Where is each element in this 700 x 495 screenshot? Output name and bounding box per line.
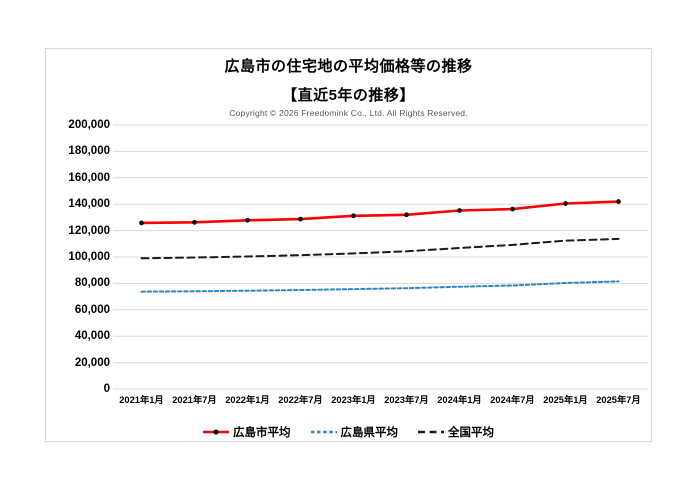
legend-item-hiroshima-pref: 広島県平均 (310, 424, 399, 440)
legend: 広島市平均 広島県平均 全国平均 (45, 423, 652, 441)
data-point-marker (616, 199, 621, 204)
data-point-marker (245, 217, 250, 223)
y-axis-tick-label: 40,000 (74, 330, 110, 343)
x-axis-tick-label: 2024年7月 (490, 395, 535, 405)
data-point-marker (351, 213, 356, 219)
chart-copyright: Copyright © 2026 Freedomink Co., Ltd. Al… (229, 108, 468, 118)
y-axis-tick-label: 60,000 (74, 303, 110, 316)
x-axis-tick-label: 2024年1月 (437, 395, 482, 405)
y-axis-tick-label: 80,000 (74, 277, 110, 290)
legend-label-national: 全国平均 (448, 427, 494, 439)
legend-marker (213, 429, 219, 435)
chart-frame (45, 48, 652, 442)
series-path (140, 200, 620, 225)
x-axis-tick-label: 2022年1月 (225, 395, 270, 405)
legend-line-sample-hiroshima-pref (310, 430, 337, 434)
legend-item-hiroshima-city: 広島市平均 (203, 424, 291, 440)
chart-title: 広島市の住宅地の平均価格等の推移 (224, 58, 473, 75)
series-hiroshima-city-average-line (140, 237, 620, 260)
series-national-average-line (139, 199, 621, 226)
series-hiroshima-pref-average-line (140, 280, 620, 293)
y-axis-tick-label: 200,000 (68, 119, 110, 131)
legend-label-hiroshima-pref: 広島県平均 (340, 427, 399, 439)
data-point-marker (563, 201, 568, 206)
x-axis-tick-label: 2023年7月 (384, 395, 429, 405)
y-axis-tick-label: 120,000 (68, 224, 110, 237)
legend-line-sample-national (418, 430, 444, 434)
x-axis-tick-label: 2023年1月 (331, 395, 376, 405)
series-path (140, 237, 620, 260)
data-point-marker (510, 206, 515, 212)
legend-line-sample-hiroshima-city (203, 429, 229, 435)
y-axis-tick-label: 20,000 (74, 356, 110, 369)
data-point-marker (192, 219, 197, 225)
y-axis-tick-label: 0 (103, 383, 110, 395)
x-axis-tick-label: 2022年7月 (278, 395, 323, 405)
y-axis-tick-label: 140,000 (68, 198, 110, 211)
series-path (140, 280, 620, 293)
y-axis-tick-label: 100,000 (68, 251, 110, 263)
legend-item-national: 全国平均 (418, 424, 494, 440)
x-axis-tick-label: 2025年7月 (596, 395, 641, 405)
legend-label-hiroshima-city: 広島市平均 (233, 427, 291, 439)
y-axis-tick-label: 160,000 (68, 171, 110, 184)
data-point-marker (139, 220, 144, 226)
x-axis-tick-label: 2021年7月 (172, 395, 217, 405)
x-axis-tick-label: 2021年1月 (119, 395, 164, 405)
x-axis-tick-label: 2025年1月 (543, 395, 588, 405)
y-axis-tick-label: 180,000 (68, 145, 110, 158)
data-point-marker (298, 216, 303, 222)
chart-subtitle: 【直近5年の推移】 (282, 87, 415, 104)
data-point-marker (404, 212, 409, 218)
data-point-marker (457, 208, 462, 213)
